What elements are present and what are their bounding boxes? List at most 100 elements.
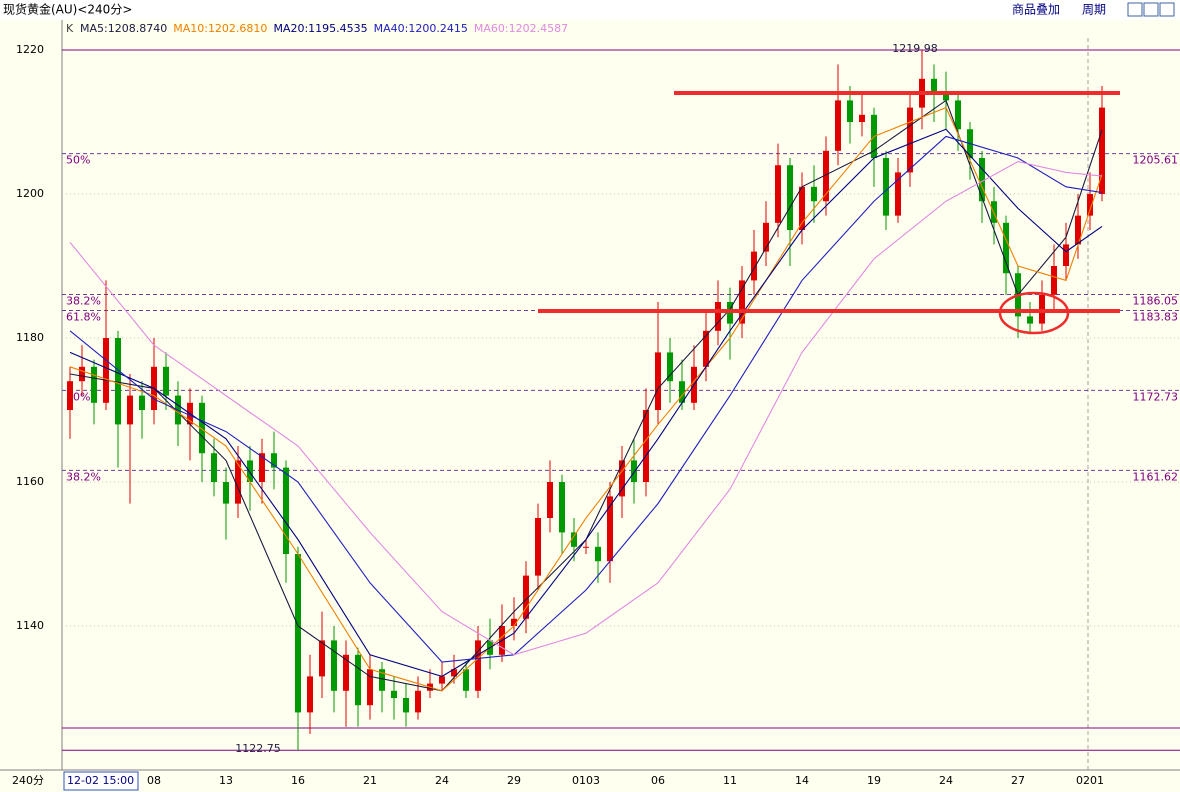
candle-body (667, 352, 673, 382)
fib-value: 1172.73 (1133, 390, 1179, 403)
top-bar (0, 0, 1180, 20)
candle-body (343, 654, 349, 691)
x-tick-label: 24 (435, 774, 449, 787)
candle-body (139, 395, 145, 411)
window-title: 现货黄金(AU)<240分> (3, 2, 132, 17)
x-tick-label: 0201 (1076, 774, 1104, 787)
fib-value: 1186.05 (1133, 294, 1179, 307)
candle-body (1027, 316, 1033, 324)
candle-body (103, 338, 109, 403)
candle-body (751, 251, 757, 281)
x-tick-label: 0103 (572, 774, 600, 787)
candle-body (559, 482, 565, 533)
candle-body (883, 158, 889, 216)
candle-body (223, 482, 229, 504)
candle-body (511, 618, 517, 627)
candle-body (355, 654, 361, 706)
y-tick-label: 1200 (16, 187, 44, 200)
candle-body (127, 395, 133, 425)
legend-entry: MA10:1202.6810 (173, 22, 267, 35)
candle-body (895, 172, 901, 216)
candle-body (931, 78, 937, 94)
candle-body (1003, 222, 1009, 274)
candle-body (955, 100, 961, 130)
fib-pct: 50% (66, 154, 90, 167)
overlay-button[interactable]: 商品叠加 (1012, 2, 1060, 17)
x-tick-label: 14 (795, 774, 809, 787)
candle-body (523, 575, 529, 619)
ma-line (69, 106, 1103, 692)
highlight-circle (998, 291, 1070, 335)
x-tick-label: 21 (363, 774, 377, 787)
candle-body (331, 640, 337, 691)
x-tick-label: 24 (939, 774, 953, 787)
candle-body (271, 453, 277, 468)
candle-body (475, 640, 481, 691)
x-tick-label: 12-02 15:00 (67, 774, 134, 787)
nav-icons[interactable] (1127, 2, 1175, 17)
candle-body (799, 186, 805, 231)
x-tick-label: 16 (291, 774, 305, 787)
candle-body (739, 280, 745, 324)
candle-body (571, 532, 577, 547)
candle-body (391, 690, 397, 699)
x-tick-label: 29 (507, 774, 521, 787)
legend-entry: MA20:1195.4535 (273, 22, 367, 35)
candle-body (283, 467, 289, 555)
x-tick-label: 08 (147, 774, 161, 787)
period-button[interactable]: 周期 (1082, 3, 1106, 17)
candle-body (307, 676, 313, 713)
candle-body (439, 676, 445, 684)
candle-body (1075, 215, 1081, 245)
period-label: 240分 (12, 774, 44, 787)
extreme-label: 1122.75 (235, 742, 281, 755)
candle-body (235, 460, 241, 504)
extreme-label: 1219.98 (892, 42, 938, 55)
y-tick-label: 1160 (16, 475, 44, 488)
candle-body (607, 496, 613, 562)
candle-body (163, 366, 169, 396)
candle-body (1063, 244, 1069, 267)
fib-pct: 38.2% (66, 470, 101, 483)
candle-body (583, 546, 589, 548)
candle-body (907, 107, 913, 173)
ma-line (69, 135, 1103, 663)
fib-pct: 38.2% (66, 294, 101, 307)
candle-body (379, 669, 385, 691)
fib-value: 1161.62 (1133, 470, 1179, 483)
candle-body (775, 165, 781, 223)
legend-entry: MA40:1200.2415 (374, 22, 468, 35)
ma-line (69, 128, 1103, 677)
candle-body (403, 698, 409, 713)
candle-body (547, 482, 553, 519)
x-tick-label: 27 (1011, 774, 1025, 787)
candle-body (823, 150, 829, 202)
x-tick-label: 19 (867, 774, 881, 787)
x-tick-label: 06 (651, 774, 665, 787)
fib-pct: 61.8% (66, 310, 101, 323)
candle-body (295, 554, 301, 713)
legend-entry: MA60:1202.4587 (474, 22, 568, 35)
y-tick-label: 1220 (16, 43, 44, 56)
candle-body (415, 690, 421, 713)
candle-body (247, 460, 253, 483)
candle-body (835, 100, 841, 151)
candle-body (859, 114, 865, 123)
candle-body (619, 460, 625, 497)
ma-line (69, 161, 1103, 656)
legend-entry: MA5:1208.8740 (80, 22, 167, 35)
fib-value: 1183.83 (1133, 310, 1179, 323)
candle-body (655, 352, 661, 411)
x-tick-label: 11 (723, 774, 737, 787)
candle-body (787, 165, 793, 231)
candle-body (631, 460, 637, 483)
candle-body (67, 381, 73, 411)
y-tick-label: 1140 (16, 619, 44, 632)
candle-body (259, 453, 265, 483)
x-tick-label: 13 (219, 774, 233, 787)
cursor-label-box (63, 771, 139, 791)
candle-body (1051, 266, 1057, 295)
candle-body (943, 93, 949, 101)
candle-body (679, 381, 685, 403)
